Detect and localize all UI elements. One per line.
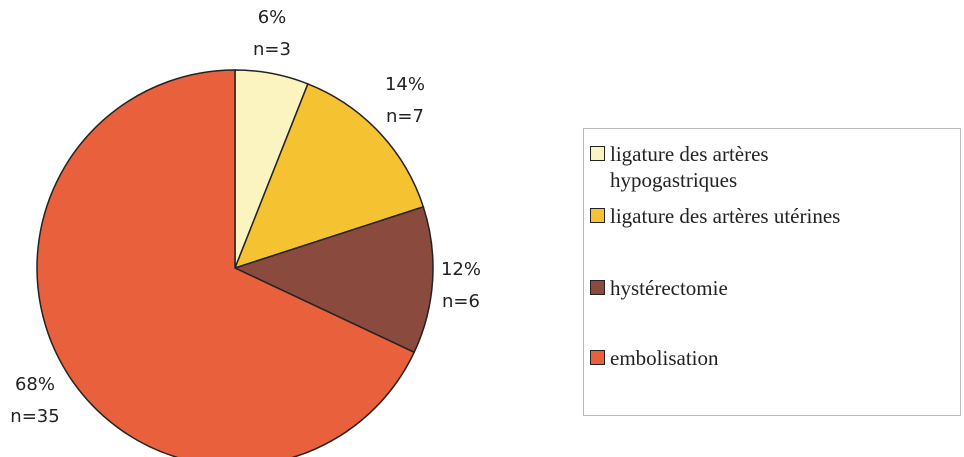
slice (232, 205, 434, 354)
legend-label: ligature des artères hypogastriques (610, 142, 769, 192)
legend: ligature des artères hypogastriques ligat… (583, 128, 961, 416)
count-label: n=35 (10, 406, 59, 427)
legend-label: embolisation (610, 346, 719, 370)
legend-swatch (590, 146, 605, 161)
count-label: n=7 (386, 106, 424, 127)
value-label: 12% (441, 259, 481, 280)
count-label: n=6 (442, 291, 480, 312)
count-label: n=3 (253, 39, 291, 60)
legend-item: ligature des artères utérines (590, 203, 950, 229)
legend-label: ligature des artères utérines (610, 204, 841, 228)
legend-item: ligature des artères hypogastriques (590, 141, 800, 193)
legend-swatch (590, 350, 605, 365)
value-label: 68% (15, 374, 55, 395)
legend-label: hystérectomie (610, 276, 728, 300)
legend-item: embolisation (590, 345, 950, 371)
legend-swatch (590, 208, 605, 223)
value-label: 6% (258, 7, 287, 28)
legend-swatch (590, 280, 605, 295)
legend-item: hystérectomie (590, 275, 950, 301)
slice (36, 69, 416, 457)
value-label: 14% (385, 74, 425, 95)
